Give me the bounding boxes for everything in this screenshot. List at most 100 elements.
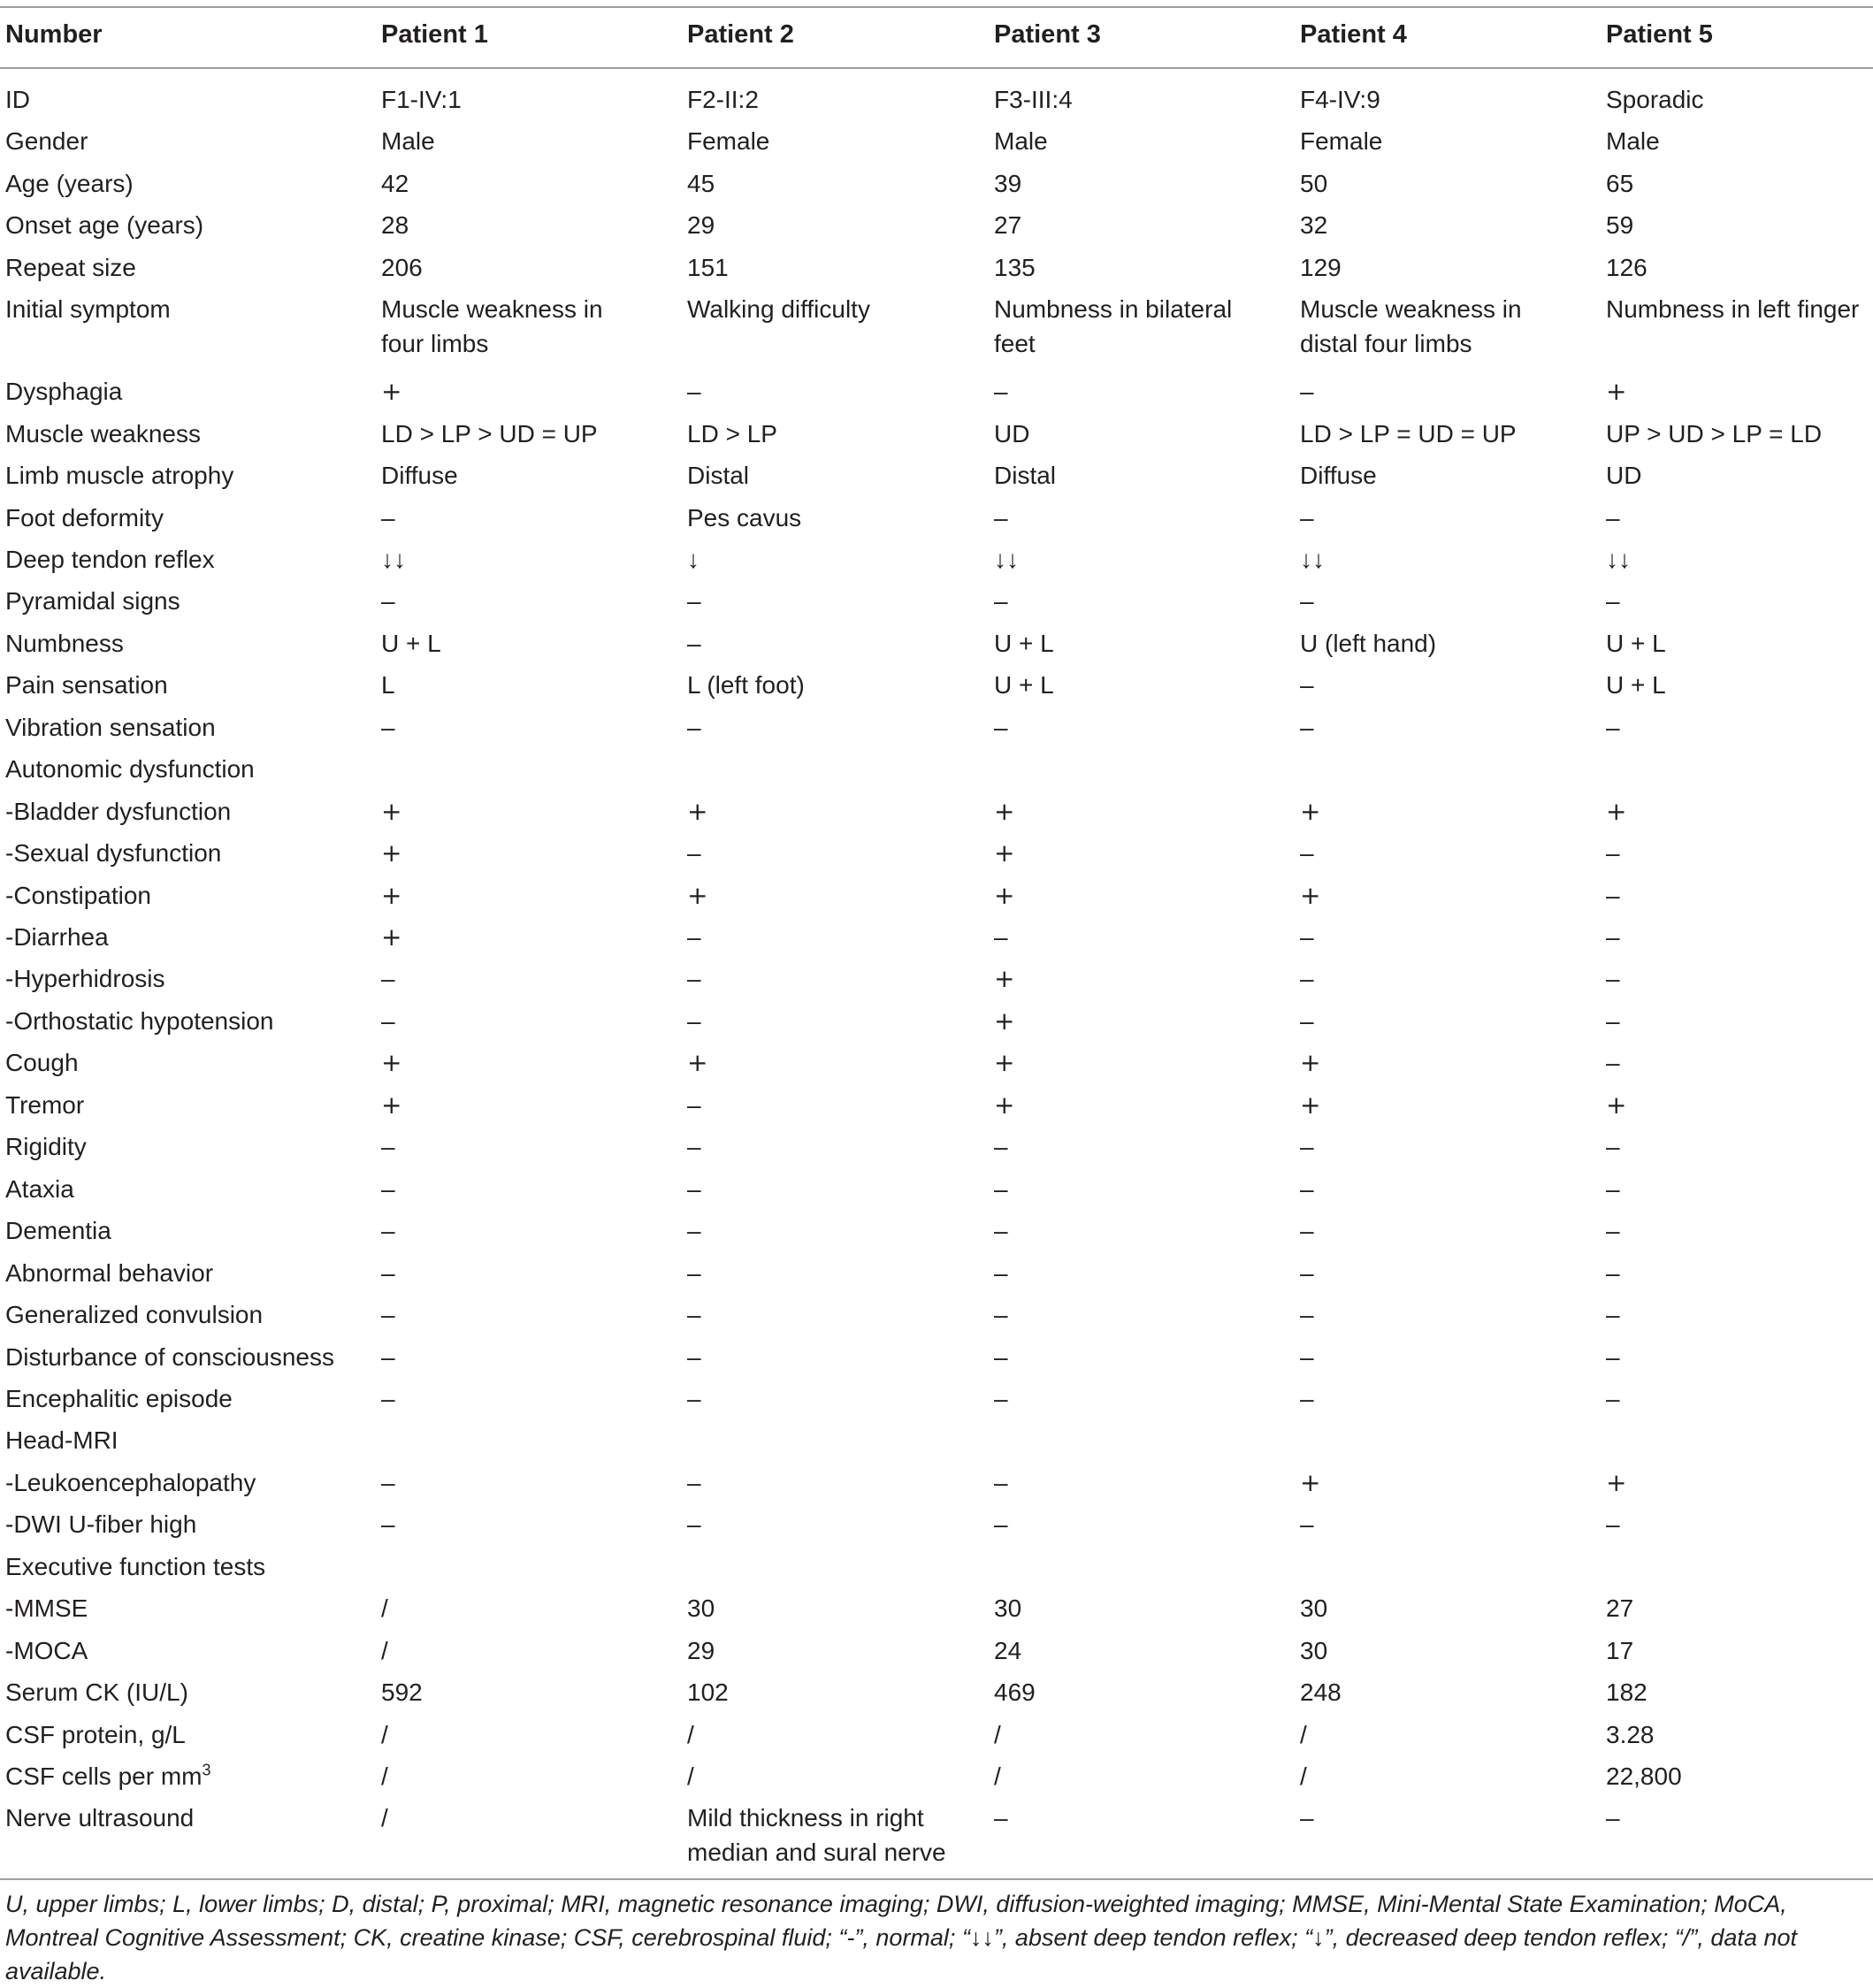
column-header: Number <box>5 20 103 49</box>
table-cell: LD > LP <box>687 419 777 447</box>
table-cell: 65 <box>1606 169 1634 197</box>
column-header: Patient 3 <box>994 20 1101 49</box>
table-cell: LD > LP > UD = UP <box>381 419 598 447</box>
table-cell: – <box>994 503 1008 531</box>
table-cell: UD <box>994 419 1030 447</box>
table-cell: + <box>381 1048 402 1078</box>
table-cell: – <box>381 1342 395 1371</box>
table-cell: + <box>687 796 708 826</box>
table-cell: – <box>994 1342 1008 1371</box>
table-cell: – <box>1606 1217 1620 1245</box>
table-row: Numbness U + L – U + L U (left hand) U + L <box>0 626 1873 669</box>
table-cell: + <box>994 1048 1015 1078</box>
table-cell: – <box>687 378 701 406</box>
table-row: Abnormal behavior – – – – – <box>0 1256 1873 1298</box>
table-cell: 24 <box>994 1636 1022 1664</box>
row-label: -Sexual dysfunction <box>5 839 222 868</box>
table-row: Nerve ultrasound / Mild thickness in right… <box>0 1801 1873 1885</box>
table-cell: UP > UD > LP = LD <box>1606 419 1823 447</box>
table-header-rule <box>0 67 1873 69</box>
column-header: Patient 5 <box>1606 20 1713 49</box>
table-cell: 32 <box>1300 211 1328 240</box>
column-header: Patient 1 <box>381 20 488 49</box>
table-row: -Leukoencephalopathy – – – + + <box>0 1465 1873 1508</box>
table-cell: – <box>994 1384 1008 1412</box>
table-cell: + <box>381 1090 402 1120</box>
table-cell: / <box>1300 1720 1307 1748</box>
table-cell: – <box>381 1133 395 1161</box>
row-label: Encephalitic episode <box>5 1384 233 1412</box>
table-cell: + <box>1300 1048 1321 1078</box>
table-cell: – <box>1300 671 1314 700</box>
table-cell: Muscle weakness in distal four limbs <box>1300 295 1522 358</box>
table-cell: – <box>1606 839 1620 868</box>
row-label: -Hyperhidrosis <box>5 965 165 993</box>
table-row: Ataxia – – – – – <box>0 1172 1873 1214</box>
table-row: Vibration sensation – – – – – <box>0 710 1873 753</box>
table-cell: ↓ <box>687 545 700 573</box>
table-cell: – <box>687 1174 701 1203</box>
table-cell: – <box>687 1217 701 1245</box>
table-cell: – <box>1606 965 1620 993</box>
row-label: Pyramidal signs <box>5 587 180 616</box>
table-cell: 28 <box>381 211 409 240</box>
row-label: -MOCA <box>5 1636 88 1664</box>
table-cell: – <box>1606 713 1620 741</box>
row-label: -Constipation <box>5 881 151 909</box>
table-cell: + <box>1606 1090 1627 1120</box>
table-cell: + <box>1300 1467 1321 1497</box>
table-cell: – <box>994 713 1008 741</box>
table-cell: 151 <box>687 253 729 281</box>
table-cell: – <box>1300 1133 1314 1161</box>
table-cell: – <box>687 1468 701 1496</box>
table-cell: + <box>994 1090 1015 1120</box>
table-cell: – <box>1300 1301 1314 1329</box>
table-cell: F4-IV:9 <box>1300 86 1380 113</box>
table-cell: 45 <box>687 169 715 197</box>
table-cell: – <box>1606 1258 1620 1287</box>
table-cell: – <box>994 1174 1008 1203</box>
table-cell: 27 <box>994 211 1022 240</box>
table-bottom-rule <box>0 1878 1873 1880</box>
table-cell: – <box>1300 923 1314 951</box>
table-cell: 17 <box>1606 1636 1634 1664</box>
table-cell: / <box>381 1804 388 1832</box>
table-cell: – <box>687 839 701 868</box>
table-cell: – <box>1606 1804 1620 1832</box>
table-cell: 248 <box>1300 1678 1342 1707</box>
table-cell: Numbness in left finger <box>1606 295 1860 324</box>
table-cell: + <box>1300 880 1321 910</box>
column-header: Patient 4 <box>1300 20 1407 49</box>
table-row: -MMSE / 30 30 30 27 <box>0 1591 1873 1633</box>
table-cell: Pes cavus <box>687 503 802 531</box>
table-cell: 30 <box>1300 1594 1328 1623</box>
table-row: Generalized convulsion – – – – – <box>0 1297 1873 1340</box>
table-cell: / <box>687 1720 694 1748</box>
row-label: Numbness <box>5 629 124 657</box>
table-row: Executive function tests <box>0 1549 1873 1592</box>
table-cell: 30 <box>687 1594 715 1623</box>
table-cell: – <box>994 923 1008 951</box>
table-cell: ↓↓ <box>381 545 406 573</box>
table-row: -Bladder dysfunction + + + + + <box>0 794 1873 837</box>
table-footnote: U, upper limbs; L, lower limbs; D, dista… <box>5 1891 1797 1984</box>
table-row: Limb muscle atrophy Diffuse Distal Distal Di… <box>0 458 1873 501</box>
table-row: Tremor + – + + + <box>0 1088 1873 1130</box>
table-cell: + <box>1300 1090 1321 1120</box>
table-cell: U + L <box>1606 629 1666 657</box>
table-cell: + <box>381 922 402 952</box>
table-cell: – <box>1606 1342 1620 1371</box>
table-cell: / <box>381 1636 388 1664</box>
table-cell: Distal <box>994 462 1057 490</box>
table-cell: – <box>1300 1174 1314 1203</box>
table-cell: – <box>1300 587 1314 616</box>
row-label: Repeat size <box>5 253 136 281</box>
table-cell: / <box>381 1720 388 1748</box>
table-cell: 22,800 <box>1606 1762 1682 1790</box>
table-cell: – <box>1606 881 1620 909</box>
table-row: Age (years) 42 45 39 50 65 <box>0 166 1873 209</box>
table-cell: – <box>1300 839 1314 868</box>
table-cell: – <box>1606 1174 1620 1203</box>
table-cell: – <box>994 1133 1008 1161</box>
table-row: Rigidity – – – – – <box>0 1129 1873 1172</box>
